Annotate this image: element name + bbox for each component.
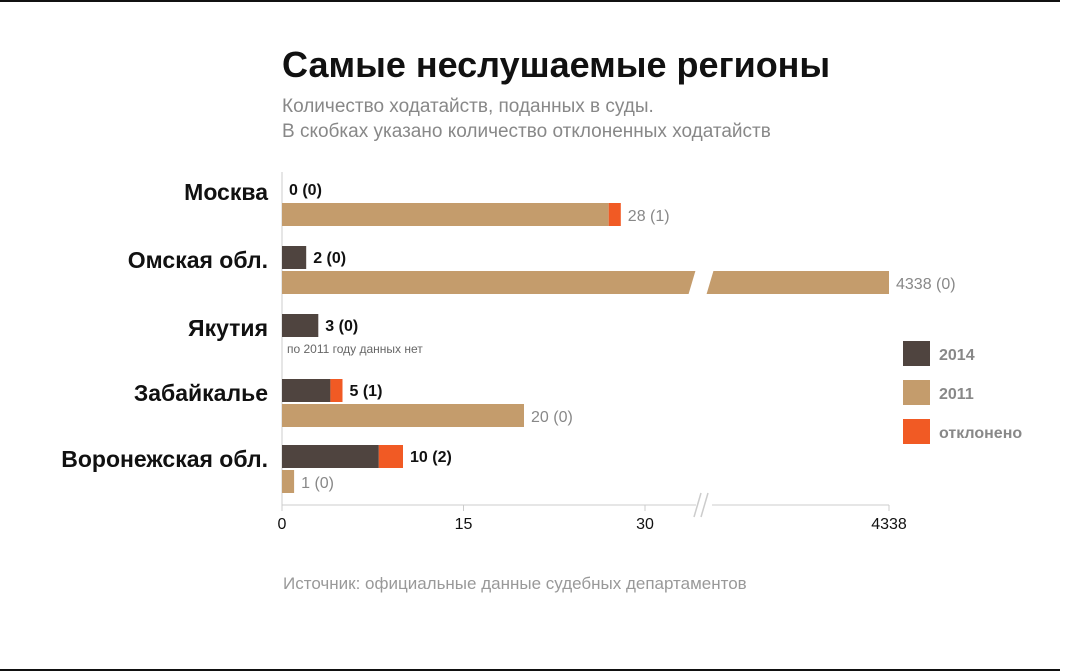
data-label-2011: 4338 (0) bbox=[896, 276, 956, 293]
bar-2011 bbox=[282, 271, 889, 294]
legend-swatch bbox=[903, 341, 930, 366]
data-label-2014: 5 (1) bbox=[350, 383, 383, 400]
x-tick-label: 4338 bbox=[871, 516, 907, 533]
category-label-москва: Москва bbox=[184, 179, 268, 205]
data-label-2014: 2 (0) bbox=[313, 250, 346, 267]
category-label-воронежская-обл: Воронежская обл. bbox=[61, 446, 268, 472]
bar-2014 bbox=[282, 445, 379, 468]
no-data-note: по 2011 году данных нет bbox=[287, 342, 423, 356]
bottom-rule bbox=[0, 669, 1060, 671]
category-label-омская-обл: Омская обл. bbox=[128, 247, 268, 273]
bar-2011-rejected bbox=[608, 203, 621, 226]
bar-2011 bbox=[282, 470, 295, 493]
legend-swatch bbox=[903, 419, 930, 444]
bar-2014 bbox=[282, 379, 331, 402]
x-tick-label: 30 bbox=[636, 516, 654, 533]
bar-break-gap bbox=[688, 269, 714, 296]
bar-2011 bbox=[282, 203, 609, 226]
bar-2014 bbox=[282, 314, 319, 337]
chart-subtitle-line-2: В скобках указано количество отклоненных… bbox=[282, 121, 771, 142]
data-label-2014: 0 (0) bbox=[289, 182, 322, 199]
legend-label: 2014 bbox=[939, 347, 975, 364]
category-label-якутия: Якутия bbox=[188, 315, 268, 341]
top-rule bbox=[0, 0, 1060, 2]
source-note: Источник: официальные данные судебных де… bbox=[283, 574, 747, 593]
data-label-2011: 28 (1) bbox=[628, 208, 670, 225]
data-label-2014: 3 (0) bbox=[325, 318, 358, 335]
bar-2014-rejected bbox=[378, 445, 403, 468]
chart-title: Самые неслушаемые регионы bbox=[282, 44, 831, 85]
data-label-2014: 10 (2) bbox=[410, 449, 452, 466]
legend-swatch bbox=[903, 380, 930, 405]
legend-label: отклонено bbox=[939, 425, 1022, 442]
data-label-2011: 1 (0) bbox=[301, 475, 334, 492]
chart-subtitle-line-1: Количество ходатайств, поданных в суды. bbox=[282, 96, 654, 117]
bar-2014-rejected bbox=[330, 379, 343, 402]
axis-break-mark bbox=[700, 492, 709, 518]
x-tick-label: 15 bbox=[455, 516, 473, 533]
legend-label: 2011 bbox=[939, 386, 974, 403]
axis-break-mark bbox=[693, 492, 702, 518]
data-label-2011: 20 (0) bbox=[531, 409, 573, 426]
bar-2014 bbox=[282, 246, 307, 269]
bar-2011 bbox=[282, 404, 524, 427]
x-tick-label: 0 bbox=[278, 516, 287, 533]
category-label-забайкалье: Забайкалье bbox=[134, 380, 268, 406]
